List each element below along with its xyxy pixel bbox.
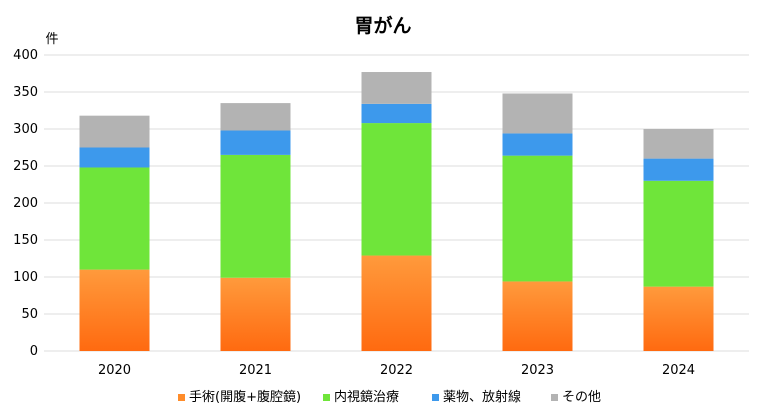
legend-swatch — [551, 394, 558, 401]
legend-swatch — [178, 394, 185, 401]
x-tick-label: 2022 — [380, 363, 413, 378]
x-tick-label: 2023 — [521, 363, 554, 378]
legend-swatch — [432, 394, 439, 401]
bar-segment — [643, 180, 714, 287]
legend-label: 内視鏡治療 — [334, 389, 399, 405]
y-tick-label: 150 — [13, 233, 38, 248]
bar-segment — [79, 167, 150, 270]
y-tick-label: 0 — [30, 344, 38, 359]
y-tick-label: 400 — [13, 48, 38, 63]
bars — [79, 72, 714, 351]
bar-segment — [361, 123, 432, 256]
bar-segment — [643, 286, 714, 351]
legend-label: 手術(開腹+腹腔鏡) — [189, 389, 301, 405]
bar-segment — [79, 147, 150, 168]
bar-segment — [502, 133, 573, 156]
y-tick-label: 350 — [13, 85, 38, 100]
bar-segment — [79, 269, 150, 351]
y-tick-label: 250 — [13, 159, 38, 174]
y-tick-label: 100 — [13, 270, 38, 285]
chart-title: 胃がん — [354, 14, 411, 37]
x-axis-ticks: 2020 2021 2022 2023 2024 — [98, 363, 695, 378]
bar-segment — [220, 277, 291, 351]
x-tick-label: 2020 — [98, 363, 131, 378]
y-tick-label: 50 — [21, 307, 38, 322]
bar-segment — [502, 93, 573, 134]
legend-label: 薬物、放射線 — [443, 389, 521, 405]
bar-segment — [361, 72, 432, 104]
legend: 手術(開腹+腹腔鏡) 内視鏡治療 薬物、放射線 その他 — [178, 389, 601, 405]
bar-segment — [502, 281, 573, 351]
bar-segment — [220, 154, 291, 278]
y-axis-ticks: 0 50 100 150 200 250 300 350 400 — [13, 48, 38, 359]
bar-segment — [220, 130, 291, 155]
y-tick-label: 200 — [13, 196, 38, 211]
bar-segment — [361, 255, 432, 351]
bar-segment — [643, 129, 714, 159]
bar-segment — [220, 103, 291, 131]
bar-segment — [643, 158, 714, 181]
y-tick-label: 300 — [13, 122, 38, 137]
bar-segment — [502, 155, 573, 282]
x-tick-label: 2024 — [662, 363, 695, 378]
x-tick-label: 2021 — [239, 363, 272, 378]
legend-swatch — [323, 394, 330, 401]
bar-segment — [79, 115, 150, 148]
legend-label: その他 — [562, 390, 601, 405]
bar-segment — [361, 103, 432, 124]
y-axis-unit-label: 件 — [45, 32, 58, 47]
